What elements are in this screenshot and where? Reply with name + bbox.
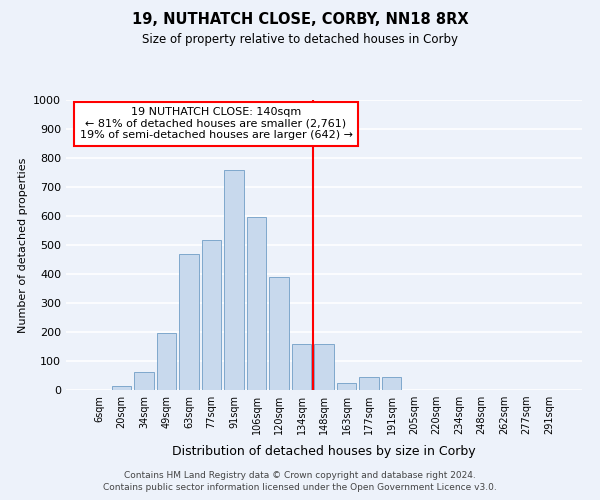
Bar bbox=[314, 344, 334, 390]
Text: Contains HM Land Registry data © Crown copyright and database right 2024.: Contains HM Land Registry data © Crown c… bbox=[124, 471, 476, 480]
Bar bbox=[247, 217, 266, 390]
X-axis label: Distribution of detached houses by size in Corby: Distribution of detached houses by size … bbox=[172, 446, 476, 458]
Text: 19, NUTHATCH CLOSE, CORBY, NN18 8RX: 19, NUTHATCH CLOSE, CORBY, NN18 8RX bbox=[131, 12, 469, 28]
Bar bbox=[359, 377, 379, 390]
Bar bbox=[157, 333, 176, 390]
Bar bbox=[112, 386, 131, 390]
Text: 19 NUTHATCH CLOSE: 140sqm
← 81% of detached houses are smaller (2,761)
19% of se: 19 NUTHATCH CLOSE: 140sqm ← 81% of detac… bbox=[80, 108, 353, 140]
Bar bbox=[202, 240, 221, 390]
Text: Size of property relative to detached houses in Corby: Size of property relative to detached ho… bbox=[142, 32, 458, 46]
Bar bbox=[292, 344, 311, 390]
Bar bbox=[269, 277, 289, 390]
Y-axis label: Number of detached properties: Number of detached properties bbox=[17, 158, 28, 332]
Bar bbox=[224, 170, 244, 390]
Bar bbox=[179, 254, 199, 390]
Bar bbox=[337, 383, 356, 390]
Text: Contains public sector information licensed under the Open Government Licence v3: Contains public sector information licen… bbox=[103, 484, 497, 492]
Bar bbox=[134, 372, 154, 390]
Bar bbox=[382, 377, 401, 390]
